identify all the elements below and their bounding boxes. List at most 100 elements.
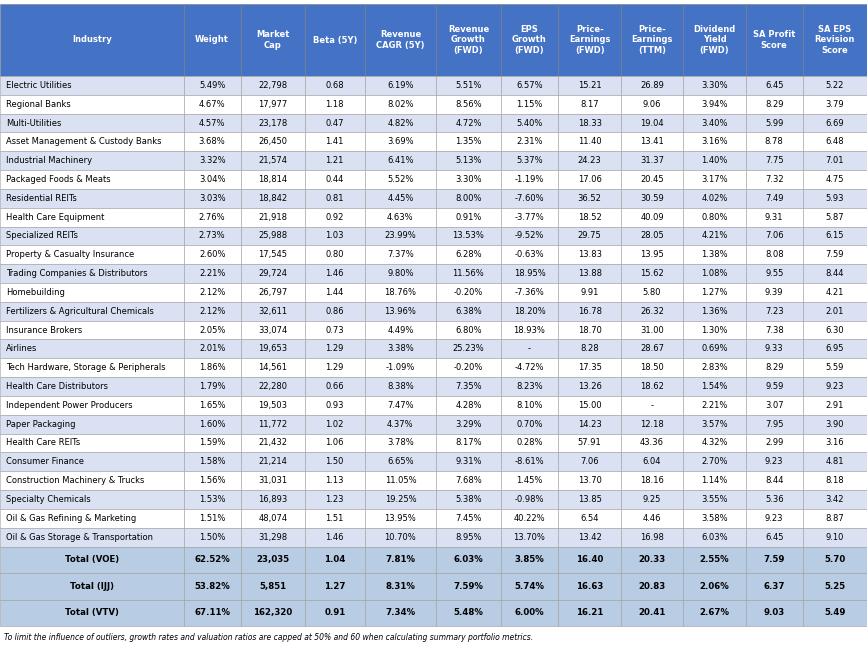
- Text: Insurance Brokers: Insurance Brokers: [6, 325, 82, 334]
- Text: Oil & Gas Refining & Marketing: Oil & Gas Refining & Marketing: [6, 514, 136, 523]
- Text: 0.80: 0.80: [325, 250, 344, 259]
- Bar: [621, 283, 683, 302]
- Bar: [184, 340, 241, 359]
- Text: 3.16%: 3.16%: [701, 138, 728, 146]
- Bar: [803, 302, 867, 321]
- Text: 8.17: 8.17: [580, 100, 599, 109]
- Text: 6.30: 6.30: [825, 325, 844, 334]
- Bar: [0, 599, 184, 626]
- Bar: [184, 452, 241, 471]
- Bar: [746, 452, 803, 471]
- Bar: [683, 340, 746, 359]
- Bar: [436, 151, 500, 170]
- Text: 9.31: 9.31: [765, 213, 784, 222]
- Text: 6.45: 6.45: [765, 81, 784, 90]
- Bar: [184, 321, 241, 340]
- Text: 1.23: 1.23: [325, 495, 344, 504]
- Text: 9.23: 9.23: [825, 382, 844, 391]
- Bar: [241, 321, 305, 340]
- Bar: [365, 434, 436, 452]
- Text: 1.56%: 1.56%: [199, 476, 225, 485]
- Bar: [305, 599, 365, 626]
- Bar: [683, 434, 746, 452]
- Text: 7.59%: 7.59%: [453, 582, 483, 591]
- Bar: [683, 226, 746, 245]
- Bar: [0, 4, 184, 76]
- Bar: [683, 377, 746, 396]
- Text: 18.95%: 18.95%: [513, 269, 545, 278]
- Text: 3.78%: 3.78%: [387, 439, 414, 447]
- Bar: [241, 226, 305, 245]
- Text: 3.94%: 3.94%: [701, 100, 727, 109]
- Bar: [305, 340, 365, 359]
- Bar: [558, 599, 621, 626]
- Bar: [305, 4, 365, 76]
- Bar: [0, 509, 184, 527]
- Bar: [558, 245, 621, 264]
- Text: 13.95: 13.95: [640, 250, 664, 259]
- Bar: [500, 245, 558, 264]
- Text: 28.05: 28.05: [640, 231, 664, 241]
- Bar: [500, 95, 558, 113]
- Bar: [746, 527, 803, 546]
- Text: Asset Management & Custody Banks: Asset Management & Custody Banks: [6, 138, 161, 146]
- Text: 5.59: 5.59: [825, 363, 844, 372]
- Text: 2.91: 2.91: [825, 401, 844, 410]
- Text: 26.32: 26.32: [640, 306, 664, 316]
- Text: 16,893: 16,893: [258, 495, 287, 504]
- Bar: [305, 509, 365, 527]
- Bar: [184, 302, 241, 321]
- Bar: [500, 264, 558, 283]
- Text: 2.21%: 2.21%: [199, 269, 225, 278]
- Text: 4.67%: 4.67%: [199, 100, 225, 109]
- Text: 28.67: 28.67: [640, 344, 664, 353]
- Bar: [241, 302, 305, 321]
- Bar: [558, 189, 621, 208]
- Text: 1.18: 1.18: [325, 100, 344, 109]
- Bar: [241, 95, 305, 113]
- Bar: [500, 509, 558, 527]
- Bar: [683, 321, 746, 340]
- Text: 31.37: 31.37: [640, 156, 664, 165]
- Text: 1.13: 1.13: [325, 476, 344, 485]
- Text: 7.37%: 7.37%: [387, 250, 414, 259]
- Bar: [500, 452, 558, 471]
- Bar: [436, 396, 500, 415]
- Bar: [436, 434, 500, 452]
- Text: 1.02: 1.02: [326, 420, 344, 428]
- Bar: [558, 76, 621, 95]
- Text: 16.21: 16.21: [576, 608, 603, 617]
- Bar: [305, 573, 365, 599]
- Text: 5.99: 5.99: [765, 119, 784, 128]
- Bar: [621, 490, 683, 509]
- Bar: [621, 415, 683, 434]
- Bar: [0, 189, 184, 208]
- Bar: [683, 573, 746, 599]
- Text: 57.91: 57.91: [577, 439, 602, 447]
- Text: 62.52%: 62.52%: [194, 556, 230, 564]
- Bar: [803, 264, 867, 283]
- Bar: [558, 4, 621, 76]
- Bar: [0, 151, 184, 170]
- Bar: [365, 321, 436, 340]
- Text: 7.81%: 7.81%: [386, 556, 415, 564]
- Text: 13.95%: 13.95%: [385, 514, 416, 523]
- Text: 5.25: 5.25: [825, 582, 845, 591]
- Text: 13.85: 13.85: [577, 495, 602, 504]
- Bar: [746, 95, 803, 113]
- Bar: [683, 396, 746, 415]
- Text: 13.70%: 13.70%: [513, 533, 545, 542]
- Bar: [184, 4, 241, 76]
- Text: 8.28: 8.28: [580, 344, 599, 353]
- Bar: [746, 113, 803, 132]
- Bar: [746, 151, 803, 170]
- Text: 0.70%: 0.70%: [516, 420, 543, 428]
- Text: Residential REITs: Residential REITs: [6, 194, 77, 203]
- Bar: [305, 452, 365, 471]
- Bar: [500, 113, 558, 132]
- Text: 7.49: 7.49: [765, 194, 784, 203]
- Bar: [436, 95, 500, 113]
- Bar: [558, 546, 621, 573]
- Bar: [500, 4, 558, 76]
- Text: 1.51%: 1.51%: [199, 514, 225, 523]
